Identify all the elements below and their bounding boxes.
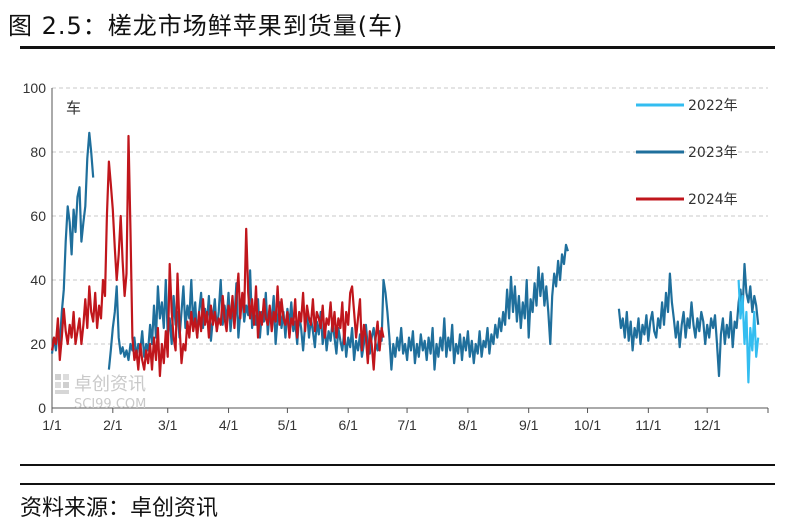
x-tick-label: 1/1 (42, 417, 62, 433)
figure-title: 图 2.5：槎龙市场鲜苹果到货量(车) (8, 12, 404, 40)
y-tick-label: 40 (30, 272, 46, 288)
apple-arrivals-line-chart: 1/1 2/1 3/1 4/1 5/1 6/1 7/1 8/1 9/1 10/1 11/1 12/1 … (23, 80, 769, 433)
watermark-name: 卓创资讯 (74, 374, 146, 395)
y-tick-label: 0 (38, 400, 46, 416)
series-line-2024-seg0 (50, 134, 385, 378)
x-tick-label: 10/1 (574, 417, 601, 433)
x-tick-label: 7/1 (397, 417, 417, 433)
legend: 2022年 2023年 2024年 (636, 98, 738, 208)
y-ticks: 0 20 40 60 80 100 (23, 80, 47, 416)
y-tick-label: 80 (30, 144, 46, 160)
x-tick-label: 5/1 (278, 417, 298, 433)
x-tick-label: 11/1 (635, 417, 661, 433)
y-tick-label: 60 (30, 208, 46, 224)
y-tick-label: 100 (23, 80, 47, 96)
series-line-2023-seg2 (617, 262, 760, 378)
source-rule (20, 483, 775, 485)
series (50, 131, 760, 384)
series-line-2022-seg0 (737, 279, 760, 384)
x-ticks: 1/1 2/1 3/1 4/1 5/1 6/1 7/1 8/1 9/1 10/1 11/1 12/1 (42, 408, 769, 433)
watermark: 卓创资讯 SCI99.COM (55, 374, 146, 412)
x-tick-label: 12/1 (694, 417, 721, 433)
source-note: 资料来源：卓创资讯 (20, 496, 219, 521)
x-tick-label: 3/1 (158, 417, 178, 433)
x-tick-label: 6/1 (338, 417, 358, 433)
chart-bottom-rule (20, 464, 775, 466)
watermark-logo-icon (55, 374, 69, 394)
x-tick-label: 9/1 (519, 417, 539, 433)
x-tick-label: 4/1 (219, 417, 239, 433)
watermark-site: SCI99.COM (74, 397, 146, 412)
x-tick-label: 8/1 (458, 417, 478, 433)
y-tick-label: 20 (30, 336, 46, 352)
title-rule (20, 46, 775, 49)
legend-label-2022: 2022年 (688, 98, 738, 114)
legend-label-2023: 2023年 (688, 145, 738, 161)
y-unit-label: 车 (66, 99, 81, 117)
x-tick-label: 2/1 (103, 417, 123, 433)
legend-label-2024: 2024年 (688, 192, 738, 208)
